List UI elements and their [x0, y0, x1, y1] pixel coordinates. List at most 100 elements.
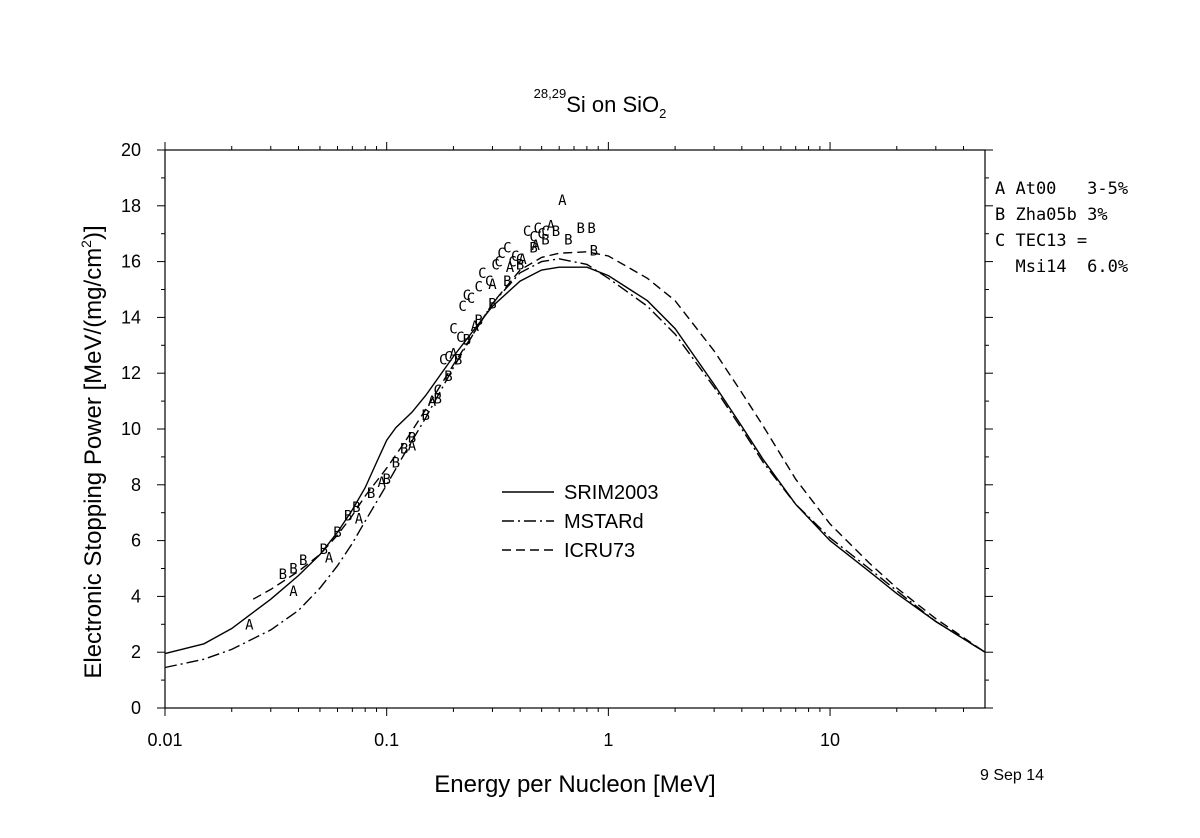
data-source-key: A At00 3-5% B Zha05b 3% C TEC13 = Msi14 6.… [995, 179, 1128, 277]
data-point-c: C [497, 246, 505, 262]
series-curves [164, 251, 986, 669]
chart-title: 28,29Si on SiO2 [534, 86, 667, 121]
data-point-c: C [533, 221, 541, 237]
data-point-c: C [529, 229, 537, 245]
y-axis-label-end: )] [80, 225, 107, 240]
title-superscript: 28,29 [534, 86, 567, 101]
data-point-b: B [400, 442, 408, 458]
data-point-b: B [367, 486, 375, 502]
legend-label: MSTARd [564, 511, 644, 533]
series-line-icru73 [252, 251, 986, 653]
data-point-c: C [474, 280, 482, 296]
series-line-srim2003 [164, 266, 986, 655]
x-tick-labels: 0.01 0.1 1 10 [147, 730, 840, 750]
data-point-b: B [434, 391, 442, 407]
date-stamp: 9 Sep 14 [980, 767, 1044, 784]
data-point-c: C [456, 330, 464, 346]
axis-ticks [157, 142, 993, 716]
data-key-line: C TEC13 = [995, 231, 1087, 251]
data-point-a: A [558, 193, 567, 209]
data-point-c: C [494, 255, 502, 271]
data-point-c: C [508, 255, 516, 271]
y-tick-label: 8 [131, 475, 141, 495]
data-point-b: B [299, 553, 307, 569]
data-point-b: B [382, 472, 390, 488]
legend: SRIM2003 MSTARd ICRU73 [502, 482, 659, 562]
data-point-b: B [392, 455, 400, 471]
data-point-c: C [491, 257, 499, 273]
data-point-b: B [289, 562, 297, 578]
data-point-c: C [463, 288, 471, 304]
legend-label: ICRU73 [564, 540, 635, 562]
y-tick-label: 0 [131, 698, 141, 718]
title-subscript: 2 [659, 106, 666, 121]
data-point-b: B [488, 296, 496, 312]
data-point-a: A [449, 347, 458, 363]
y-axis-label: Electronic Stopping Power [MeV/(mg/cm2)] [78, 225, 107, 678]
data-point-c: C [467, 291, 475, 307]
y-tick-label: 12 [121, 363, 141, 383]
data-point-b: B [590, 243, 598, 259]
data-point-b: B [529, 241, 537, 257]
data-key-line: Msi14 6.0% [995, 257, 1128, 277]
data-point-c: C [516, 252, 524, 268]
data-point-b: B [541, 232, 549, 248]
data-point-a: A [245, 617, 254, 633]
data-point-c: C [439, 352, 447, 368]
data-point-c: C [541, 224, 549, 240]
y-tick-labels: 0 2 4 6 8 10 12 14 16 18 20 [121, 140, 141, 718]
data-point-b: B [474, 313, 482, 329]
data-point-c: C [449, 322, 457, 338]
data-point-b: B [279, 567, 287, 583]
data-point-a: A [289, 584, 298, 600]
data-point-b: B [333, 525, 341, 541]
data-point-a: A [355, 511, 364, 527]
data-point-b: B [576, 221, 584, 237]
x-tick-label: 0.1 [374, 730, 399, 750]
y-tick-label: 6 [131, 531, 141, 551]
data-point-c: C [523, 224, 531, 240]
data-point-b: B [587, 221, 595, 237]
y-tick-label: 16 [121, 252, 141, 272]
data-key-line: A At00 3-5% [995, 179, 1128, 199]
y-tick-label: 20 [121, 140, 141, 160]
data-point-b: B [320, 542, 328, 558]
data-point-b: B [516, 257, 524, 273]
data-point-c: C [503, 241, 511, 257]
data-point-b: B [564, 232, 572, 248]
data-point-b: B [454, 352, 462, 368]
y-axis-label-superscript: 2 [78, 240, 94, 248]
x-tick-label: 0.01 [147, 730, 182, 750]
data-point-c: C [444, 349, 452, 365]
data-point-c: C [434, 383, 442, 399]
data-point-c: C [478, 266, 486, 282]
data-point-a: A [378, 475, 387, 491]
data-point-b: B [444, 369, 452, 385]
data-point-b: B [552, 224, 560, 240]
series-line-mstard [164, 258, 986, 669]
data-point-c: C [537, 227, 545, 243]
data-point-a: A [325, 550, 334, 566]
data-point-c: C [458, 299, 466, 315]
data-point-b: B [422, 408, 430, 424]
data-point-b: B [463, 333, 471, 349]
y-tick-label: 4 [131, 586, 141, 606]
data-point-a: A [408, 439, 417, 455]
data-point-a: A [471, 319, 480, 335]
data-point-b: B [503, 274, 511, 290]
data-point-a: A [428, 394, 437, 410]
data-key-line: B Zha05b 3% [995, 205, 1108, 225]
data-point-a: A [531, 238, 540, 254]
x-tick-label: 1 [603, 730, 613, 750]
data-point-a: A [518, 252, 527, 268]
data-point-c: C [511, 249, 519, 265]
data-point-b: B [408, 430, 416, 446]
data-point-a: A [506, 260, 515, 276]
y-tick-label: 18 [121, 196, 141, 216]
data-point-b: B [344, 508, 352, 524]
y-tick-label: 14 [121, 307, 141, 327]
x-axis-label: Energy per Nucleon [MeV] [434, 771, 715, 798]
x-tick-label: 10 [820, 730, 840, 750]
